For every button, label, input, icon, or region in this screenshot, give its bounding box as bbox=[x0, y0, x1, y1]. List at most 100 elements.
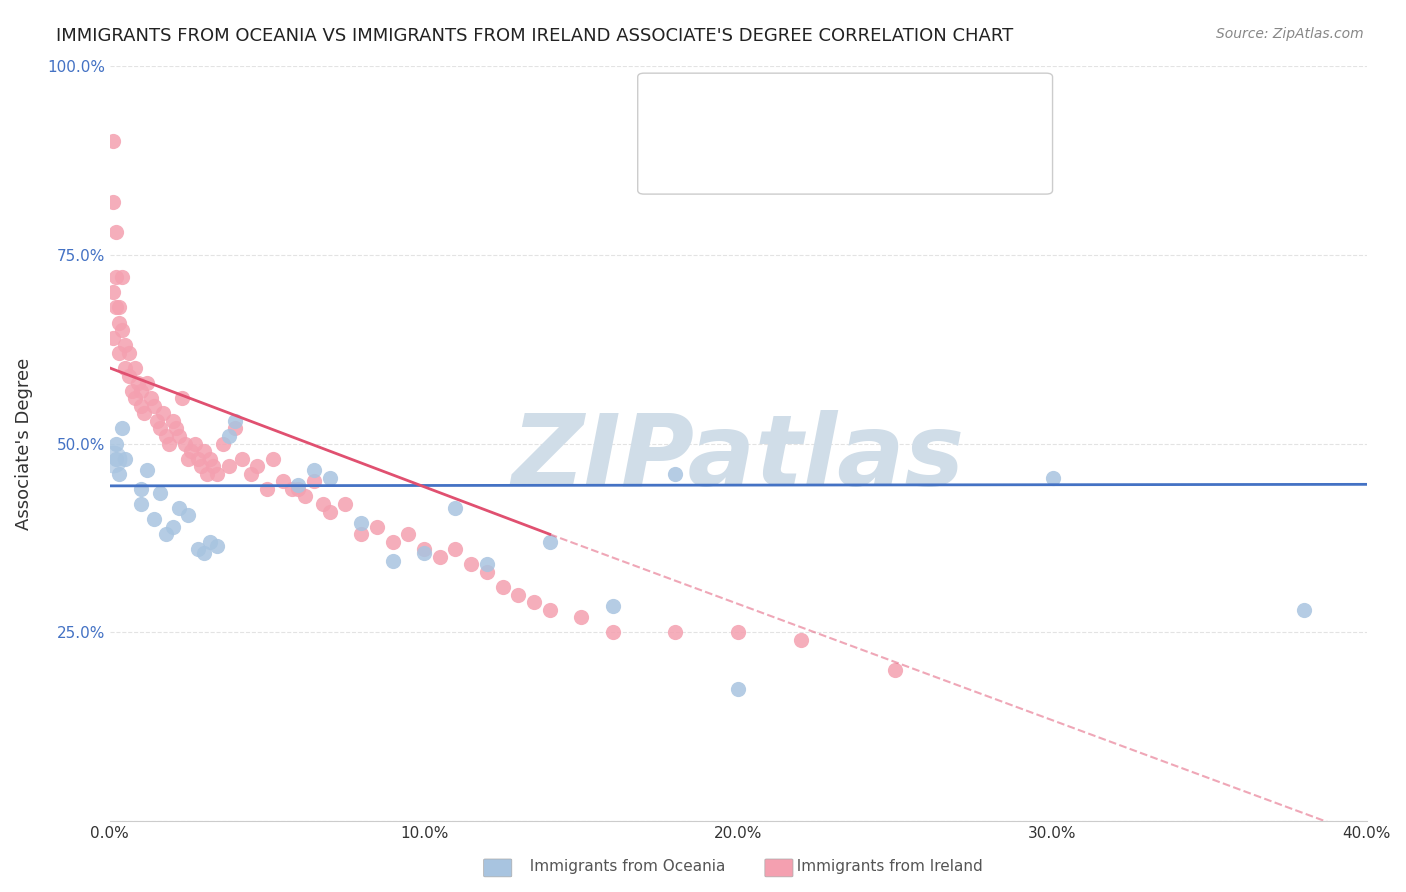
FancyBboxPatch shape bbox=[638, 73, 1053, 194]
Point bbox=[162, 519, 184, 533]
Point bbox=[602, 599, 624, 613]
Point bbox=[475, 565, 498, 579]
Point bbox=[396, 527, 419, 541]
Point bbox=[319, 504, 342, 518]
Point bbox=[114, 451, 136, 466]
Point bbox=[180, 444, 202, 458]
Point bbox=[108, 301, 131, 315]
Point bbox=[508, 588, 530, 602]
Point bbox=[202, 459, 225, 474]
Point bbox=[205, 467, 228, 481]
Point bbox=[205, 539, 228, 553]
Point bbox=[350, 516, 373, 530]
Point bbox=[105, 270, 128, 285]
Point bbox=[177, 451, 200, 466]
Point bbox=[111, 421, 134, 435]
Point bbox=[727, 625, 749, 640]
Point bbox=[240, 467, 263, 481]
Point bbox=[108, 346, 131, 360]
Point bbox=[101, 451, 124, 466]
Point bbox=[193, 546, 215, 560]
Point bbox=[727, 682, 749, 697]
Point bbox=[108, 316, 131, 330]
Point bbox=[142, 512, 165, 526]
Point bbox=[350, 527, 373, 541]
Point bbox=[129, 384, 152, 398]
Point bbox=[664, 467, 686, 481]
Point bbox=[302, 463, 325, 477]
Point bbox=[224, 414, 246, 428]
Point bbox=[218, 429, 240, 443]
Point bbox=[381, 554, 404, 568]
Point bbox=[134, 406, 156, 420]
Point bbox=[884, 663, 907, 677]
Point bbox=[101, 134, 124, 148]
Point bbox=[124, 391, 146, 405]
Point bbox=[312, 497, 335, 511]
Point bbox=[195, 467, 218, 481]
Point bbox=[136, 463, 159, 477]
Point bbox=[664, 625, 686, 640]
Point bbox=[101, 331, 124, 345]
Point bbox=[281, 482, 304, 496]
Point bbox=[790, 633, 813, 648]
Point bbox=[105, 436, 128, 450]
Point bbox=[256, 482, 278, 496]
Point bbox=[177, 508, 200, 523]
Point bbox=[187, 451, 209, 466]
Point bbox=[127, 376, 149, 390]
Point bbox=[335, 497, 357, 511]
Point bbox=[152, 406, 174, 420]
Point bbox=[1042, 470, 1064, 484]
Point bbox=[101, 285, 124, 300]
Y-axis label: Associate's Degree: Associate's Degree bbox=[15, 358, 32, 530]
Point bbox=[155, 527, 177, 541]
Point bbox=[174, 436, 197, 450]
Point bbox=[121, 384, 143, 398]
Point bbox=[165, 421, 187, 435]
Point bbox=[413, 542, 436, 557]
Point bbox=[139, 391, 162, 405]
Point bbox=[101, 194, 124, 209]
Point bbox=[146, 414, 169, 428]
Point bbox=[187, 542, 209, 557]
Point bbox=[569, 610, 592, 624]
Point bbox=[200, 451, 222, 466]
Point bbox=[319, 470, 342, 484]
Point bbox=[159, 436, 181, 450]
Point bbox=[413, 546, 436, 560]
Point bbox=[475, 558, 498, 572]
Point bbox=[429, 549, 451, 564]
Text: Immigrants from Oceania: Immigrants from Oceania bbox=[520, 859, 725, 874]
Point bbox=[1292, 603, 1315, 617]
Point bbox=[212, 436, 235, 450]
Point bbox=[262, 451, 284, 466]
Point bbox=[190, 459, 212, 474]
Point bbox=[129, 497, 152, 511]
Point bbox=[105, 451, 128, 466]
Point bbox=[170, 391, 193, 405]
Point bbox=[366, 519, 388, 533]
Point bbox=[111, 270, 134, 285]
Text: Source: ZipAtlas.com: Source: ZipAtlas.com bbox=[1216, 27, 1364, 41]
Point bbox=[108, 467, 131, 481]
Legend: R =  0.006    N = 35, R = -0.359    N = 81: R = 0.006 N = 35, R = -0.359 N = 81 bbox=[728, 82, 974, 150]
Point bbox=[302, 475, 325, 489]
Point bbox=[183, 436, 205, 450]
Point bbox=[124, 360, 146, 375]
Point bbox=[114, 338, 136, 352]
Point bbox=[287, 478, 309, 492]
Point bbox=[162, 414, 184, 428]
Point bbox=[460, 558, 482, 572]
Point bbox=[218, 459, 240, 474]
Point bbox=[538, 534, 561, 549]
Point bbox=[523, 595, 546, 609]
Point bbox=[155, 429, 177, 443]
Point bbox=[142, 399, 165, 413]
Point bbox=[149, 421, 172, 435]
Point bbox=[129, 399, 152, 413]
Point bbox=[444, 542, 467, 557]
Point bbox=[114, 360, 136, 375]
Text: Immigrants from Ireland: Immigrants from Ireland bbox=[787, 859, 983, 874]
Point bbox=[193, 444, 215, 458]
